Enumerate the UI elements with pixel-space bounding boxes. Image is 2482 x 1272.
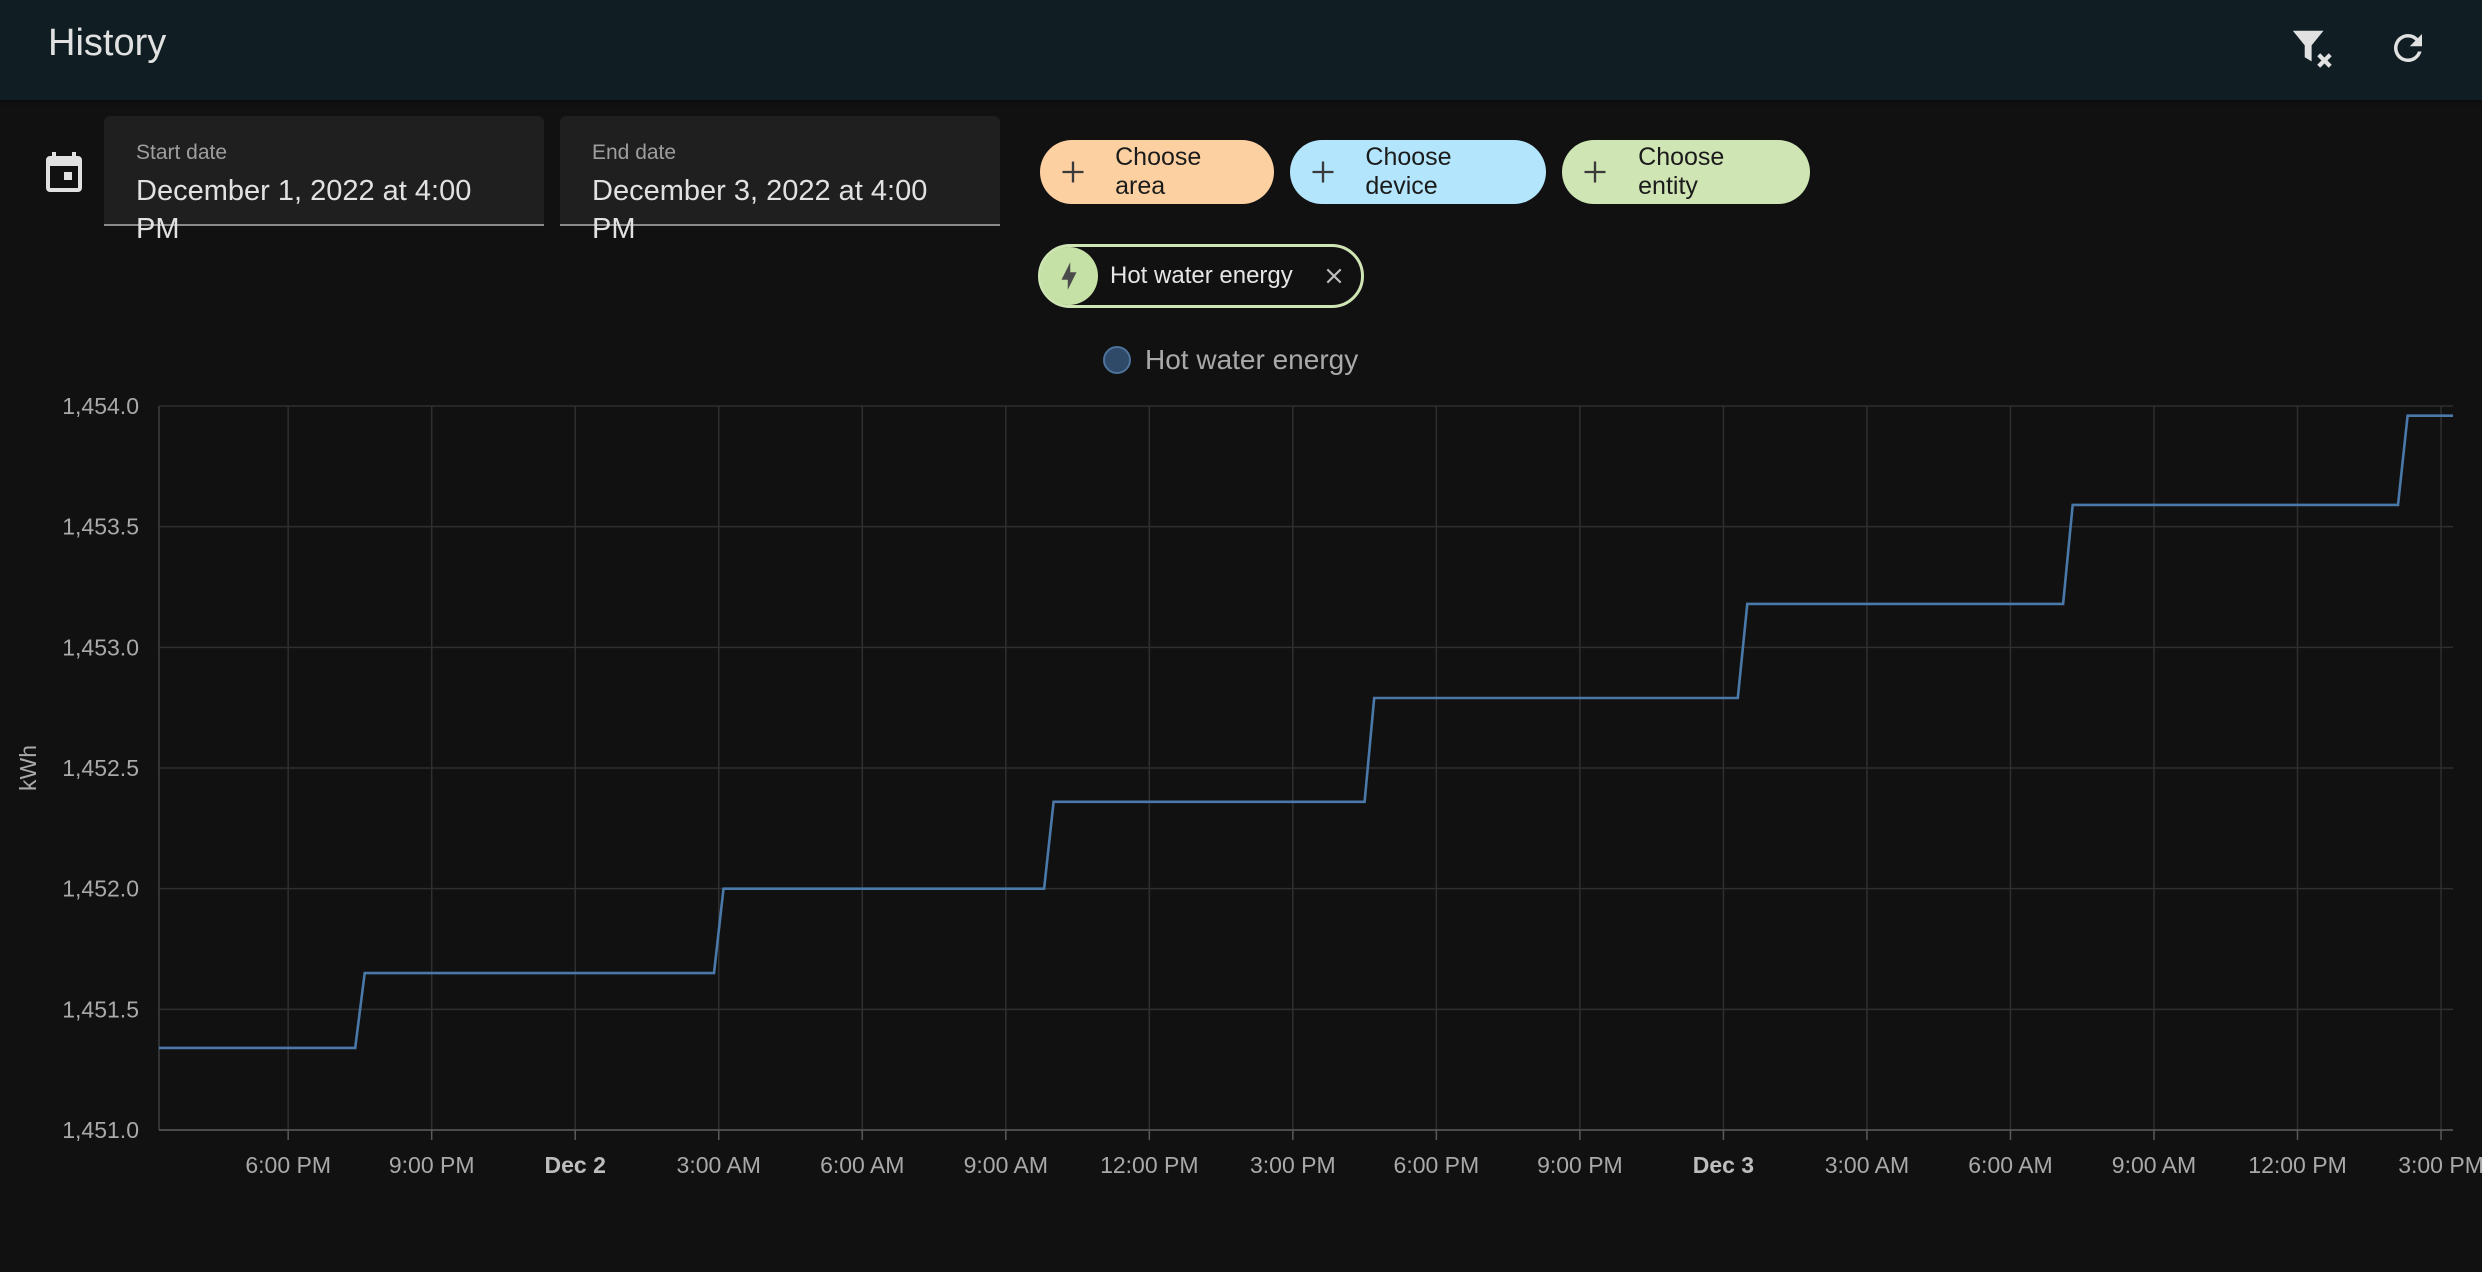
close-icon[interactable] [1321, 263, 1347, 289]
series-line [159, 414, 2453, 1050]
y-axis-title: kWh [15, 745, 41, 791]
x-tick-label: 6:00 PM [245, 1152, 331, 1178]
y-tick-label: 1,452.5 [62, 755, 139, 781]
calendar-icon[interactable] [40, 148, 88, 196]
end-date-field[interactable]: End date December 3, 2022 at 4:00 PM [560, 116, 1000, 245]
x-tick-label: 6:00 PM [1394, 1152, 1480, 1178]
y-tick-label: 1,453.0 [62, 634, 139, 660]
x-tick-label: Dec 2 [545, 1152, 606, 1178]
end-date-label: End date [592, 141, 677, 164]
top-app-bar: History [0, 0, 2482, 100]
x-tick-label: 9:00 AM [2112, 1152, 2196, 1178]
x-tick-label: 3:00 PM [1250, 1152, 1336, 1178]
x-tick-label: 9:00 AM [964, 1152, 1048, 1178]
x-tick-label: 3:00 AM [1825, 1152, 1909, 1178]
filter-remove-icon[interactable] [2284, 20, 2340, 76]
x-tick-label: 6:00 AM [820, 1152, 904, 1178]
end-date-value: December 3, 2022 at 4:00 PM [592, 175, 928, 245]
plus-icon [1054, 152, 1091, 192]
choose-area-label: Choose area [1115, 143, 1202, 200]
page-title: History [48, 22, 167, 64]
x-tick-label: 12:00 PM [1100, 1152, 1198, 1178]
y-tick-label: 1,453.5 [62, 514, 139, 540]
x-tick-label: 3:00 PM [2398, 1152, 2482, 1178]
plus-icon [1576, 152, 1614, 192]
legend-label: Hot water energy [1145, 344, 1359, 375]
x-tick-label: 9:00 PM [389, 1152, 475, 1178]
x-tick-label: 9:00 PM [1537, 1152, 1623, 1178]
choose-device-button[interactable]: Choose device [1290, 140, 1546, 204]
x-tick-label: 6:00 AM [1968, 1152, 2052, 1178]
choose-entity-label: Choose entity [1638, 143, 1725, 200]
start-date-label: Start date [136, 141, 228, 164]
choose-device-label: Choose device [1365, 143, 1452, 200]
plus-icon [1304, 152, 1341, 192]
choose-entity-button[interactable]: Choose entity [1562, 140, 1810, 204]
start-date-field[interactable]: Start date December 1, 2022 at 4:00 PM [104, 116, 544, 245]
x-tick-label: Dec 3 [1693, 1152, 1754, 1178]
choose-area-button[interactable]: Choose area [1040, 140, 1274, 204]
chart-legend-item[interactable]: Hot water energy [1103, 340, 1358, 380]
start-date-value: December 1, 2022 at 4:00 PM [136, 175, 472, 245]
x-tick-label: 3:00 AM [677, 1152, 761, 1178]
legend-swatch [1103, 346, 1131, 374]
y-tick-label: 1,454.0 [62, 393, 139, 419]
lightning-bolt-icon [1040, 247, 1098, 305]
selected-entity-chip[interactable]: Hot water energy [1038, 244, 1364, 308]
y-tick-label: 1,451.5 [62, 996, 139, 1022]
y-tick-label: 1,452.0 [62, 876, 139, 902]
y-tick-label: 1,451.0 [62, 1117, 139, 1143]
x-tick-label: 12:00 PM [2248, 1152, 2346, 1178]
selected-entity-label: Hot water energy [1110, 262, 1293, 289]
